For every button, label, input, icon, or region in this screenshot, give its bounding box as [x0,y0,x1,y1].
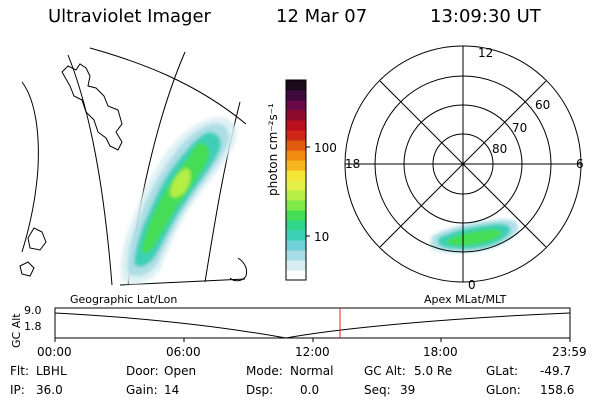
time-tick-0600: 06:00 [166,345,201,359]
colorbar-strip [286,200,306,211]
time-tick-1800: 18:00 [423,345,458,359]
colorbar-label-10: 10 [314,230,330,244]
glon-value: 158.6 [540,383,575,397]
colorbar-strip [286,110,306,121]
colorbar-unit-label: photon cm⁻²s⁻¹ [266,103,280,196]
seq-label: Seq: [364,383,391,397]
door-value: Open [164,364,197,378]
time-tick-2359: 23:59 [552,345,587,359]
geographic-map [19,47,247,286]
seq-value: 39 [400,383,416,397]
colorbar-strip [286,230,306,241]
colorbar-strip [286,90,306,101]
polar-aurora-emission [430,219,519,253]
colorbar-strip [286,160,306,171]
colorbar-strip [286,260,306,271]
glon-label: GLon: [486,383,521,397]
colorbar-strip [286,270,306,281]
gain-label: Gain: [126,383,158,397]
geo-panel-caption: Geographic Lat/Lon [70,293,178,306]
observation-date: 12 Mar 07 [276,6,368,27]
time-tick-1200: 12:00 [295,345,330,359]
glat-label: GLat: [486,364,519,378]
polar-map [344,45,582,283]
observation-time: 13:09:30 UT [430,6,541,27]
polar-panel-caption: Apex MLat/MLT [424,293,507,306]
geo-aurora-emission [120,117,237,285]
instrument-title: Ultraviolet Imager [48,6,211,27]
dsp-value: 0.0 [300,383,320,397]
mlt-label-6: 6 [576,157,584,171]
filter-value: LBHL [36,364,67,378]
time-tick-0000: 00:00 [37,345,72,359]
altitude-curve [54,312,571,339]
colorbar [285,79,310,281]
colorbar-strip [286,250,306,261]
altitude-axis-label: GC Alt [10,313,23,348]
colorbar-strip [286,170,306,181]
colorbar-strip [286,140,306,151]
altitude-tick-9: 9.0 [24,304,42,317]
mlt-label-18: 18 [345,157,361,171]
colorbar-strip [286,130,306,141]
mlat-label-80: 80 [492,142,508,156]
ip-label: IP: [10,383,25,397]
colorbar-strip [286,240,306,251]
mlt-label-12: 12 [478,46,494,60]
colorbar-color-strips [286,80,306,281]
colorbar-frame [285,79,307,281]
mlat-label-70: 70 [512,121,528,135]
ip-value: 36.0 [36,383,63,397]
altitude-plot [54,307,571,342]
gc-alt-value: 5.0 Re [414,364,453,378]
door-label: Door: [126,364,159,378]
colorbar-strip [286,210,306,221]
gain-value: 14 [164,383,180,397]
colorbar-strip [286,190,306,201]
colorbar-label-100: 100 [314,141,337,155]
mlat-label-60: 60 [535,98,551,112]
gc-alt-label: GC Alt: [364,364,406,378]
dsp-label: Dsp: [246,383,274,397]
mode-label: Mode: [246,364,283,378]
altitude-plot-ticks [54,338,571,342]
geo-coastlines [19,63,247,282]
colorbar-strip [286,100,306,111]
colorbar-strip [286,180,306,191]
colorbar-strip [286,120,306,131]
colorbar-strip [286,220,306,231]
altitude-tick-1-8: 1.8 [24,320,42,333]
filter-label: Flt: [10,364,29,378]
glat-value: -49.7 [540,364,572,378]
mlt-label-0: 0 [468,278,476,292]
polar-mlt-spokes [345,46,581,282]
colorbar-strip [286,150,306,161]
colorbar-strip [286,80,306,91]
mode-value: Normal [290,364,334,378]
